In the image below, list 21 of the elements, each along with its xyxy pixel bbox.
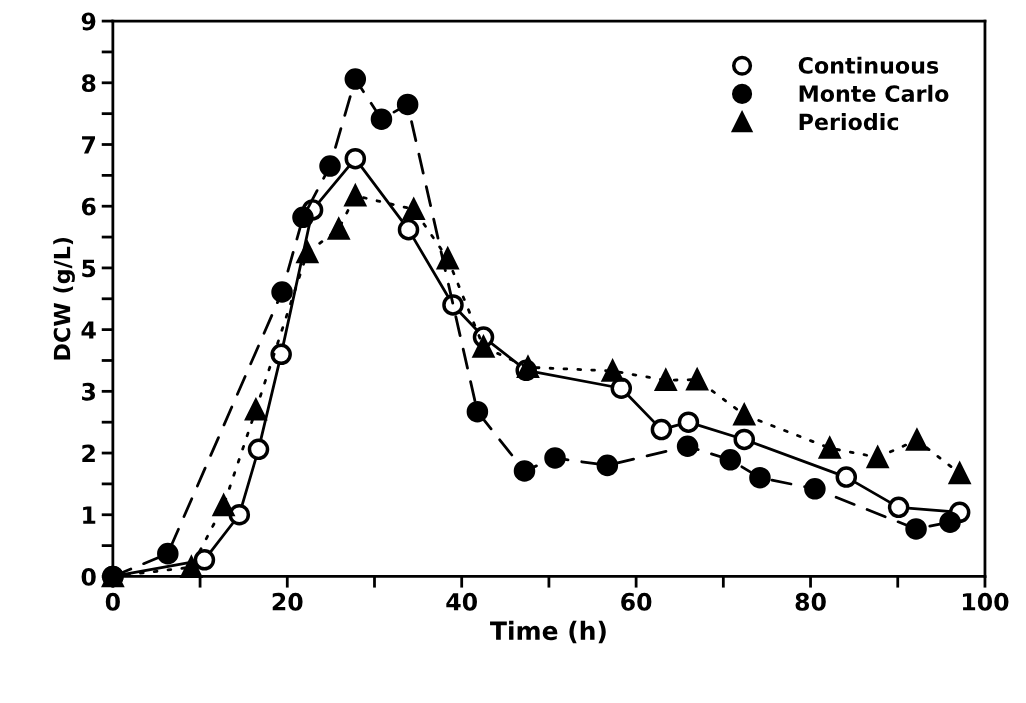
legend-label: Monte Carlo [799,84,949,103]
y-tick-label: 4 [81,321,96,339]
y-tick-label: 5 [82,259,96,278]
y-tick-label: 1 [83,506,96,524]
y-tick-label: 6 [81,197,96,216]
y-axis-title: DCW (g/L) [53,237,75,360]
x-tick-label: 60 [621,592,652,611]
legend-label: Continuous [798,56,939,74]
legend-label: Periodic [799,112,899,131]
y-tick-label: 9 [81,12,96,31]
y-tick-label: 7 [82,136,96,154]
y-tick-label: 2 [82,444,95,463]
y-tick-label: 3 [82,382,96,401]
y-tick-label: 0 [81,567,96,586]
x-axis-title: Time (h) [490,620,606,644]
x-tick-label: 80 [795,592,826,611]
x-tick-label: 0 [105,592,120,611]
y-tick-label: 8 [81,74,96,93]
x-tick-label: 20 [272,592,303,611]
x-tick-label: 100 [962,592,1009,611]
x-tick-label: 40 [446,592,477,611]
